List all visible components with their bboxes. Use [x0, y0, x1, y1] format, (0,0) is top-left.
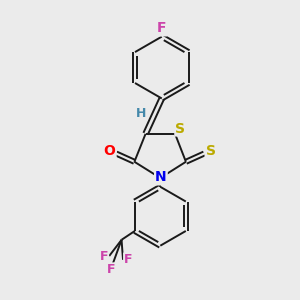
Text: F: F [124, 253, 133, 266]
Text: F: F [107, 263, 116, 276]
Text: O: O [104, 144, 116, 158]
Text: H: H [136, 107, 146, 120]
Text: F: F [100, 250, 108, 262]
Text: N: N [155, 170, 167, 184]
Text: S: S [206, 144, 216, 158]
Text: S: S [175, 122, 185, 136]
Text: F: F [157, 21, 166, 35]
